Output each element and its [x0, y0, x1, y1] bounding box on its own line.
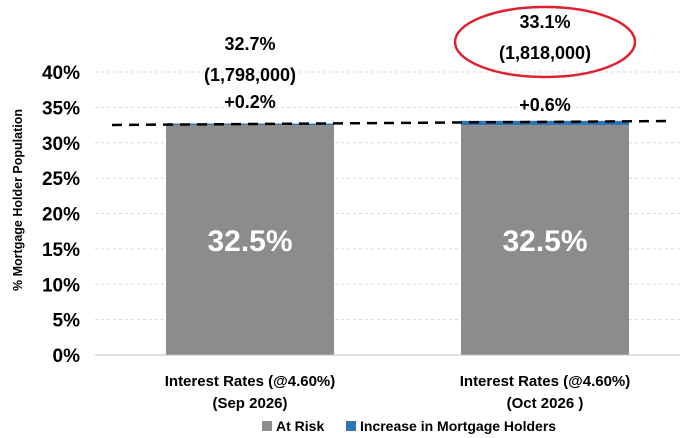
y-axis-label: % Mortgage Holder Population: [11, 109, 25, 291]
y-tick-label: 35%: [42, 98, 80, 119]
x-axis-categories: Interest Rates (@4.60%) (Sep 2026) Interes…: [165, 373, 631, 412]
legend-swatch-increase: [346, 421, 356, 431]
total-count-label: (1,798,000): [204, 65, 296, 85]
highlight-ellipse: [453, 5, 637, 79]
y-tick-label: 25%: [42, 169, 80, 190]
y-tick-label: 15%: [42, 240, 80, 261]
y-tick-label: 40%: [42, 63, 80, 84]
y-axis-ticks: 0% 5% 10% 15% 20% 25% 30% 35% 40%: [42, 63, 80, 367]
bars: 32.5% 32.5%: [166, 120, 629, 355]
total-count-label: (1,818,000): [499, 43, 591, 63]
total-value-label: 32.7%: [224, 34, 275, 54]
bar-at-risk: [461, 125, 629, 355]
increase-label: +0.6%: [519, 95, 571, 115]
total-value-label: 33.1%: [519, 12, 570, 32]
legend: At Risk Increase in Mortgage Holders: [262, 418, 556, 434]
x-category-label: (Sep 2026): [212, 395, 287, 412]
legend-label-increase: Increase in Mortgage Holders: [360, 418, 556, 434]
bar-value-label: 32.5%: [502, 225, 587, 258]
y-tick-label: 10%: [42, 275, 80, 296]
x-category-label: (Oct 2026 ): [507, 395, 584, 412]
total-annotations: 32.7% (1,798,000) +0.2% 33.1% (1,818,000) +0.…: [204, 5, 637, 115]
y-tick-label: 0%: [53, 346, 81, 367]
bar-at-risk: [166, 125, 334, 355]
legend-label-at-risk: At Risk: [276, 418, 324, 434]
bar-value-label: 32.5%: [207, 225, 292, 258]
reference-dashed-line: [111, 119, 669, 127]
y-tick-label: 30%: [42, 134, 80, 155]
x-category-label: Interest Rates (@4.60%): [165, 373, 336, 390]
y-tick-label: 20%: [42, 205, 80, 226]
x-category-label: Interest Rates (@4.60%): [460, 373, 631, 390]
legend-swatch-at-risk: [262, 421, 272, 431]
y-tick-label: 5%: [53, 311, 81, 332]
increase-label: +0.2%: [224, 92, 276, 112]
